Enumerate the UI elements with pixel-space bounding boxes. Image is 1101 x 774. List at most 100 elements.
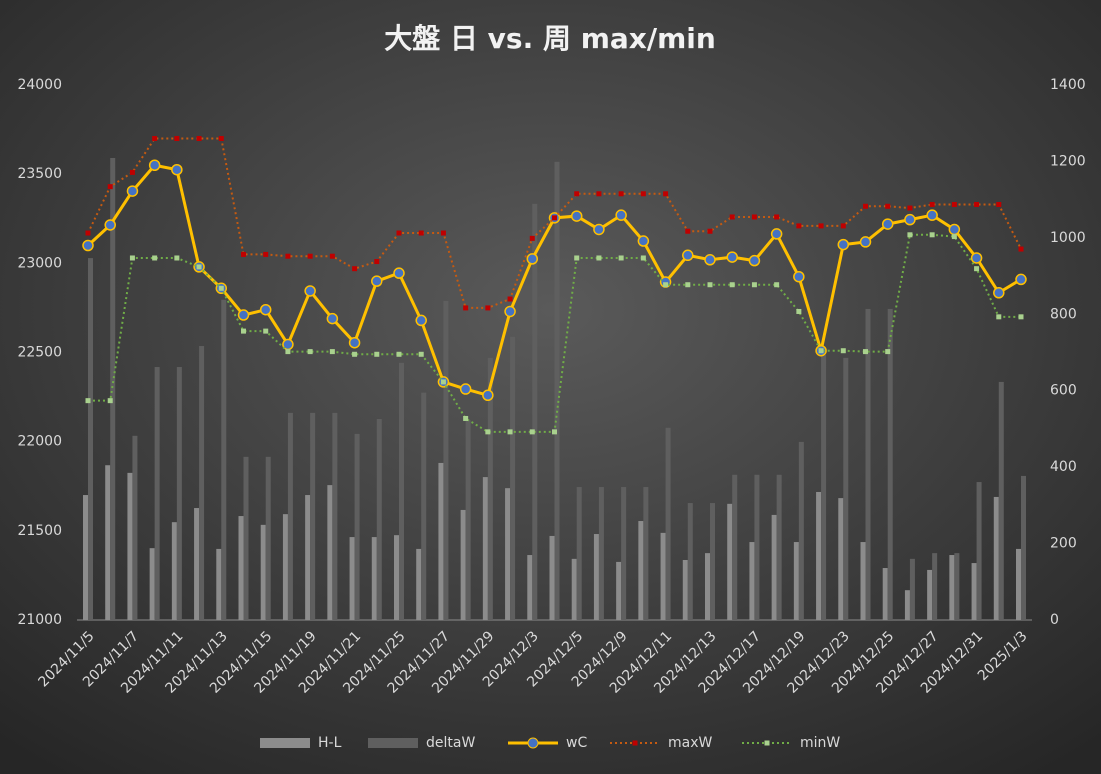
chart-title: 大盤 日 vs. 周 max/min [384, 22, 716, 55]
marker [640, 191, 646, 197]
bar [260, 524, 266, 620]
marker [174, 255, 180, 261]
marker [526, 253, 539, 265]
marker [393, 267, 405, 279]
bar [754, 474, 760, 620]
bar [376, 418, 382, 620]
bar [465, 420, 471, 620]
y2-tick-label: 1000 [1050, 230, 1086, 246]
bar [443, 300, 449, 620]
marker [237, 309, 250, 321]
marker [837, 238, 850, 251]
legend-label: minW [800, 735, 840, 751]
marker [770, 228, 783, 240]
marker [596, 255, 602, 261]
bar [838, 498, 844, 620]
bar [349, 537, 355, 620]
bar [105, 465, 111, 620]
marker [774, 282, 780, 288]
y-tick-label: 23500 [17, 166, 62, 182]
bar [216, 548, 222, 620]
bar [771, 514, 777, 620]
marker [1018, 314, 1024, 320]
marker [951, 234, 957, 240]
marker [907, 232, 913, 238]
marker [863, 349, 868, 355]
marker [107, 184, 113, 190]
marker [970, 252, 983, 264]
legend-swatch [260, 738, 310, 748]
marker [241, 251, 246, 257]
marker [285, 253, 291, 259]
bar [843, 357, 849, 620]
marker [129, 169, 135, 175]
marker [285, 349, 291, 355]
marker [371, 275, 383, 287]
y-tick-label: 22000 [17, 434, 62, 450]
marker [374, 259, 380, 265]
marker [352, 266, 358, 272]
marker [907, 205, 913, 211]
marker [663, 282, 669, 288]
bar [88, 258, 93, 620]
marker [307, 253, 313, 259]
marker [485, 429, 491, 435]
bar [416, 548, 422, 620]
bar [576, 487, 582, 620]
legend-marker [764, 740, 770, 746]
y-tick-label: 22500 [17, 345, 62, 361]
marker [396, 230, 402, 236]
marker [82, 239, 94, 252]
marker [263, 328, 269, 334]
marker [637, 235, 650, 247]
bar [238, 516, 244, 620]
marker [463, 415, 469, 421]
marker [352, 351, 358, 357]
marker [263, 251, 269, 257]
bar [660, 532, 666, 620]
bar [505, 488, 511, 620]
marker [171, 163, 183, 176]
bar [860, 542, 866, 620]
marker [726, 251, 738, 263]
legend-label: wC [566, 735, 587, 751]
marker [618, 255, 624, 261]
marker [329, 349, 335, 355]
marker [596, 191, 602, 197]
bar [927, 569, 933, 620]
bar [616, 561, 622, 620]
marker [663, 191, 669, 197]
bar [549, 535, 555, 620]
bar [132, 435, 138, 620]
bar [194, 508, 200, 620]
marker [840, 348, 846, 354]
bar [83, 495, 88, 620]
bar [932, 553, 938, 620]
marker [104, 219, 116, 231]
bar [976, 482, 982, 620]
legend-marker [527, 737, 539, 749]
marker [685, 228, 691, 234]
marker [148, 159, 161, 171]
y2-tick-label: 0 [1050, 612, 1059, 628]
marker [685, 282, 691, 288]
marker [507, 429, 513, 435]
marker [682, 249, 694, 262]
bar [749, 542, 755, 620]
marker [615, 209, 627, 221]
bar [776, 474, 782, 620]
marker [348, 336, 361, 349]
marker [1018, 246, 1024, 252]
marker [729, 214, 735, 220]
y2-tick-label: 800 [1050, 306, 1077, 322]
marker [904, 213, 916, 226]
bar [571, 558, 577, 620]
bar [665, 427, 671, 620]
y-tick-label: 21000 [17, 612, 62, 628]
marker [241, 328, 246, 334]
bar [593, 534, 599, 620]
bar [882, 568, 888, 620]
marker [751, 282, 757, 288]
